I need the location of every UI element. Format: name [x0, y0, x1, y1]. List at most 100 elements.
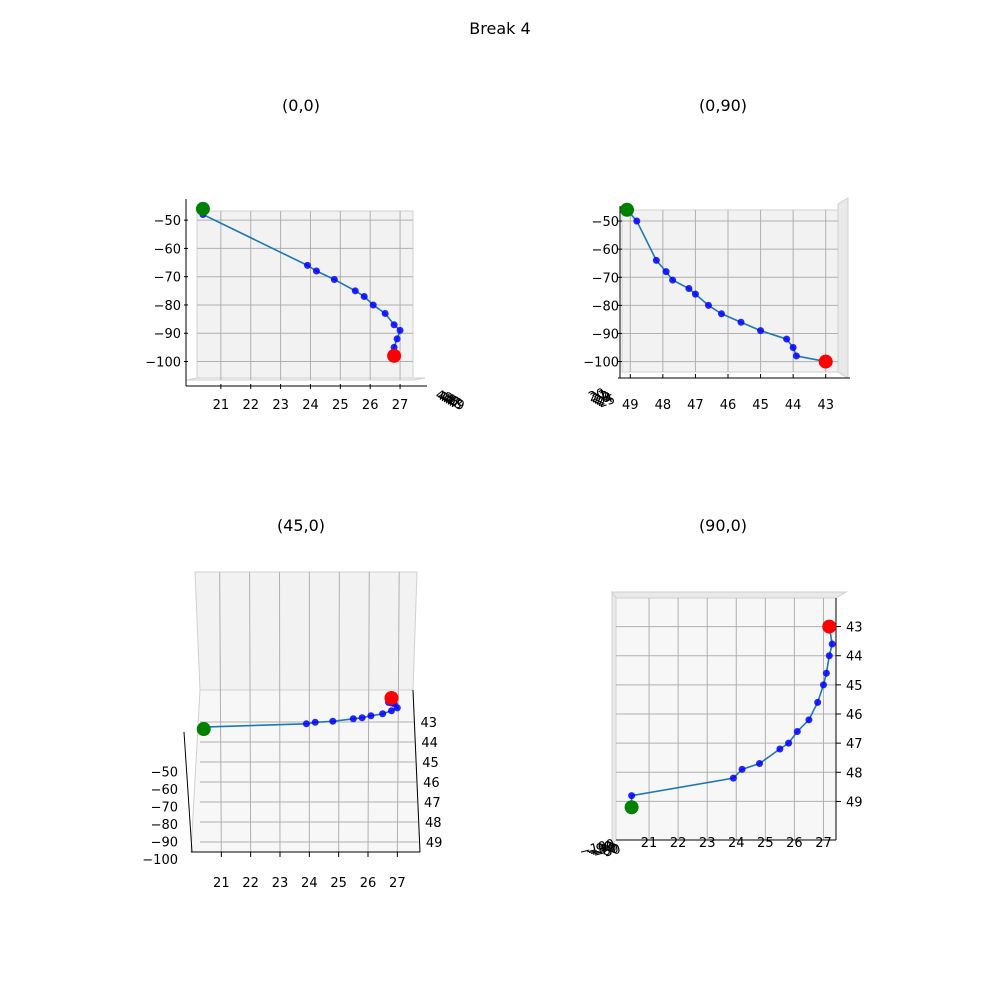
x-tick-label: 21 — [213, 876, 230, 891]
trajectory-point — [393, 335, 401, 343]
subplot-title: (0,90) — [699, 96, 747, 115]
z-tick-label: −50 — [154, 214, 181, 229]
y-tick-label: 46 — [846, 708, 863, 723]
y-tick-label: 48 — [846, 766, 863, 781]
side-pane — [837, 197, 849, 379]
end-point — [387, 348, 402, 363]
trajectory-point — [303, 261, 311, 269]
y-tick-label: 49 — [846, 795, 863, 810]
x-tick-label: 24 — [301, 876, 318, 891]
z-tick-label: −60 — [151, 783, 178, 798]
end-point — [818, 354, 833, 369]
trajectory-point — [756, 760, 764, 768]
trajectory-point — [822, 669, 830, 677]
z-tick-label: −70 — [151, 801, 178, 816]
x-tick-label: 23 — [272, 398, 289, 413]
x-gridline — [249, 571, 252, 853]
trajectory-point — [369, 301, 377, 309]
start-point — [624, 800, 639, 815]
y-tick-label: 49 — [446, 395, 466, 414]
x-gridline — [279, 571, 281, 853]
y-tick-label: 47 — [687, 398, 704, 413]
trajectory-point — [814, 698, 822, 706]
x-tick-label: 22 — [670, 836, 687, 851]
y-tick-label: 46 — [423, 776, 440, 791]
x-tick-label: 21 — [589, 387, 609, 406]
x-gridline — [396, 571, 400, 853]
z-tick-label: −70 — [588, 840, 618, 861]
x-tick-label: 25 — [332, 398, 349, 413]
y-axis-line — [412, 689, 421, 853]
trajectory-point — [789, 344, 797, 352]
trajectory-point — [396, 326, 404, 334]
trajectory-point — [669, 276, 677, 284]
trajectory-point — [783, 335, 791, 343]
y-tick-label: 44 — [421, 736, 438, 751]
trajectory-point — [351, 287, 359, 295]
x-tick-label: 20 — [587, 386, 607, 405]
z-tick-label: −50 — [592, 842, 622, 863]
trajectory-point — [785, 739, 793, 747]
trajectory-point — [757, 327, 765, 335]
x-tick-label: 24 — [595, 391, 615, 410]
x-tick-label: 26 — [360, 876, 377, 891]
x-gridline — [367, 571, 370, 853]
y-tick-label: 48 — [444, 394, 464, 413]
z-tick-label: −70 — [592, 271, 619, 286]
top-pane — [611, 591, 848, 599]
y-tick-label: 47 — [846, 737, 863, 752]
x-tick-label: 25 — [330, 876, 347, 891]
x-tick-label: 23 — [593, 390, 613, 409]
trajectory-point — [662, 268, 670, 276]
trajectory-point — [792, 352, 800, 360]
x-tick-label: 27 — [392, 398, 409, 413]
trajectory-point — [805, 716, 813, 724]
trajectory-point — [652, 256, 660, 264]
y-tick-label: 45 — [438, 390, 458, 409]
start-point — [196, 722, 211, 737]
z-tick-label: −80 — [586, 840, 616, 861]
floor-pane — [186, 377, 426, 381]
trajectory-point — [685, 285, 693, 292]
trajectory-point — [367, 712, 375, 720]
trajectory-point — [312, 267, 320, 275]
trajectory-point — [379, 710, 387, 718]
trajectory-point — [329, 717, 337, 725]
trajectory-point — [349, 715, 357, 723]
z-tick-label: −80 — [154, 299, 181, 314]
y-tick-label: 48 — [425, 816, 442, 831]
x-tick-label: 26 — [362, 398, 379, 413]
z-tick-label: −90 — [151, 835, 178, 850]
back-pane — [194, 571, 418, 691]
x-gridline — [338, 571, 340, 853]
trajectory-point — [825, 652, 833, 660]
trajectory-point — [381, 309, 389, 317]
z-tick-label: −90 — [584, 839, 614, 860]
x-tick-label: 21 — [641, 836, 658, 851]
z-tick-label: −60 — [592, 243, 619, 258]
x-tick-label: 23 — [272, 876, 289, 891]
trajectory-point — [628, 792, 636, 800]
x-tick-label: 23 — [699, 836, 716, 851]
trajectory-point — [819, 681, 827, 689]
y-tick-label: 43 — [434, 388, 454, 407]
x-tick-label: 26 — [786, 836, 803, 851]
z-tick-label: −60 — [590, 841, 620, 862]
y-tick-label: 48 — [655, 398, 672, 413]
z-tick-label: −60 — [154, 242, 181, 257]
trajectory-point — [387, 707, 395, 715]
y-tick-label: 44 — [436, 389, 456, 408]
subplot-title: (90,0) — [699, 516, 747, 535]
z-tick-label: −90 — [154, 327, 181, 342]
end-point — [822, 619, 837, 634]
y-tick-label: 45 — [752, 398, 769, 413]
trajectory-point — [737, 318, 745, 326]
y-tick-label: 47 — [442, 392, 462, 411]
x-tick-label: 24 — [728, 836, 745, 851]
x-tick-label: 27 — [815, 836, 832, 851]
y-tick-label: 43 — [817, 398, 834, 413]
z-tick-label: −80 — [151, 818, 178, 833]
x-tick-label: 22 — [242, 398, 259, 413]
trajectory-point — [793, 727, 801, 735]
